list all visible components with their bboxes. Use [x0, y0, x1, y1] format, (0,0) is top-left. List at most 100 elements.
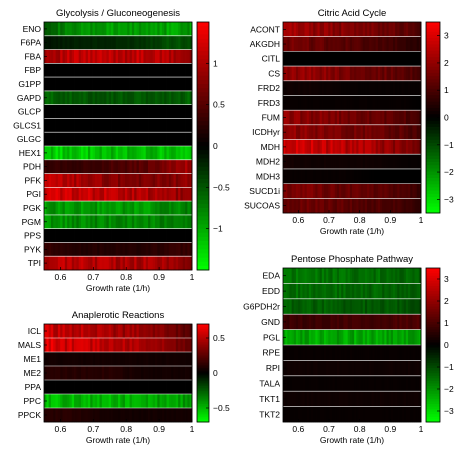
- heatmap-cell: [161, 63, 165, 78]
- heatmap-cell: [150, 90, 154, 105]
- heatmap-cell: [367, 375, 370, 392]
- colorbar-step: [426, 44, 440, 48]
- heatmap-cell: [304, 314, 308, 330]
- colorbar-tick-label: −1: [444, 362, 454, 372]
- heatmap-cell: [401, 391, 405, 407]
- heatmap-cell: [408, 66, 411, 82]
- heatmap-cell: [182, 242, 186, 257]
- heatmap-cell: [67, 146, 70, 161]
- heatmap-cell: [300, 124, 303, 140]
- heatmap-cell: [60, 228, 63, 243]
- heatmap-cell: [285, 268, 288, 284]
- heatmap-cell: [382, 268, 385, 284]
- colorbar-step: [197, 141, 209, 147]
- heatmap-cell: [382, 375, 385, 392]
- heatmap-cell: [143, 394, 147, 409]
- heatmap-cell: [313, 391, 316, 407]
- heatmap-cell: [395, 329, 398, 346]
- heatmap-cell: [97, 90, 100, 105]
- heatmap-cell: [367, 283, 370, 300]
- heatmap-cell: [360, 110, 364, 126]
- colorbar-step: [197, 358, 209, 361]
- heatmap-cell: [388, 66, 392, 82]
- heatmap-cell: [143, 35, 147, 50]
- heatmap-cell: [129, 132, 133, 147]
- colorbar-step: [197, 376, 209, 379]
- heatmap-cell: [375, 314, 379, 330]
- heatmap-cell: [323, 95, 327, 111]
- heatmap-cell: [298, 124, 301, 140]
- heatmap-cell: [173, 132, 177, 147]
- heatmap-cell: [298, 22, 301, 37]
- heatmap-cell: [92, 104, 96, 119]
- heatmap-cell: [150, 35, 154, 50]
- heatmap-cell: [69, 228, 73, 243]
- heatmap-cell: [104, 380, 107, 395]
- heatmap-cell: [306, 168, 310, 184]
- heatmap-cell: [416, 345, 420, 361]
- heatmap-cell: [308, 66, 312, 82]
- heatmap-cell: [90, 242, 93, 257]
- heatmap-cell: [108, 118, 112, 133]
- heatmap-cell: [392, 80, 396, 96]
- heatmap-cell: [97, 324, 100, 339]
- heatmap-cell: [300, 183, 303, 199]
- heatmap-cell: [166, 90, 170, 105]
- x-tick-label: 0.9: [153, 424, 165, 434]
- heatmap-cell: [358, 36, 362, 52]
- heatmap-cell: [416, 139, 420, 155]
- heatmap-cell: [401, 314, 405, 330]
- heatmap-cell: [57, 324, 61, 339]
- colorbar-step: [197, 191, 209, 196]
- chart-title: Citric Acid Cycle: [318, 8, 387, 19]
- heatmap-cell: [101, 256, 105, 271]
- heatmap-cell: [285, 51, 288, 67]
- heatmap-cell: [358, 268, 362, 284]
- heatmap-cell: [367, 95, 370, 111]
- row-label: TKT2: [259, 409, 280, 419]
- colorbar-tick-label: −2: [444, 167, 454, 177]
- heatmap-cell: [138, 118, 142, 133]
- heatmap-cell: [97, 256, 100, 271]
- heatmap-cell: [341, 298, 344, 315]
- heatmap-cell: [384, 283, 387, 300]
- heatmap-cell: [308, 329, 312, 346]
- heatmap-cell: [418, 198, 422, 214]
- heatmap-cell: [55, 201, 59, 216]
- heatmap-cell: [53, 35, 56, 50]
- plot-frame: [282, 267, 422, 423]
- colorbar-step: [197, 382, 209, 385]
- heatmap-cell: [319, 283, 323, 300]
- heatmap-cell: [141, 77, 144, 92]
- heatmap-row: [44, 214, 193, 229]
- heatmap-cell: [113, 352, 117, 367]
- heatmap-cell: [189, 366, 193, 381]
- colorbar-step: [197, 137, 209, 143]
- heatmap-cell: [369, 375, 372, 392]
- heatmap-cell: [134, 77, 137, 92]
- heatmap-cell: [152, 49, 156, 64]
- heatmap-cell: [390, 22, 394, 37]
- heatmap-cell: [136, 201, 140, 216]
- heatmap-cell: [386, 183, 390, 199]
- colorbar-step: [426, 177, 440, 182]
- heatmap-cell: [399, 391, 402, 407]
- heatmap-cell: [414, 345, 418, 361]
- heatmap-cell: [185, 187, 188, 202]
- heatmap-cell: [90, 408, 93, 423]
- heatmap-cell: [189, 338, 193, 353]
- heatmap-cell: [157, 187, 161, 202]
- heatmap-cell: [136, 352, 140, 367]
- heatmap-cell: [289, 154, 293, 170]
- heatmap-cell: [300, 268, 303, 284]
- heatmap-cell: [97, 408, 100, 423]
- heatmap-cell: [106, 49, 110, 64]
- colorbar: 10.50−0.5−1: [196, 21, 230, 271]
- heatmap-cell: [352, 298, 355, 315]
- heatmap-cell: [358, 22, 362, 37]
- heatmap-cell: [131, 159, 135, 174]
- colorbar-step: [197, 59, 209, 64]
- heatmap-cell: [356, 391, 359, 407]
- heatmap-cell: [395, 391, 398, 407]
- heatmap-cell: [302, 298, 305, 315]
